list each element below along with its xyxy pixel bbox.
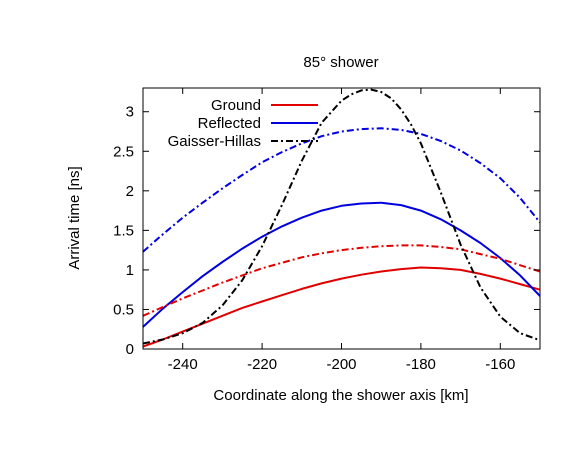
x-tick-label: -220 — [247, 356, 277, 373]
y-axis-title: Arrival time [ns] — [66, 166, 83, 269]
x-tick-label: -200 — [326, 356, 356, 373]
x-axis-title: Coordinate along the shower axis [km] — [213, 387, 468, 404]
y-tick-label: 2 — [126, 183, 134, 200]
x-tick-label: -180 — [406, 356, 436, 373]
y-tick-label: 3 — [126, 104, 134, 121]
legend-label-1: Ground — [211, 97, 261, 114]
y-tick-label: 2.5 — [113, 143, 134, 160]
series-line-1 — [142, 266, 541, 348]
legend-label-3: Gaisser-Hillas — [168, 133, 261, 150]
legend-label-2: Reflected — [198, 115, 261, 132]
x-tick-label: -240 — [168, 356, 198, 373]
y-tick-label: 1.5 — [113, 222, 134, 239]
y-tick-label: 0.5 — [113, 301, 134, 318]
ticks-layer: -240 -220 -200 -180 -160 0 0.5 1 1.5 2 2.5 3 — [113, 88, 540, 373]
series-line-2 — [142, 201, 541, 328]
x-tick-label: -160 — [485, 356, 515, 373]
chart-title: 85° shower — [303, 54, 378, 71]
series-line-4 — [142, 127, 541, 253]
series-line-5 — [142, 88, 541, 345]
series-line-3 — [142, 244, 541, 317]
y-tick-label: 0 — [126, 341, 134, 358]
series-layer — [142, 88, 541, 348]
y-tick-label: 1 — [126, 262, 134, 279]
